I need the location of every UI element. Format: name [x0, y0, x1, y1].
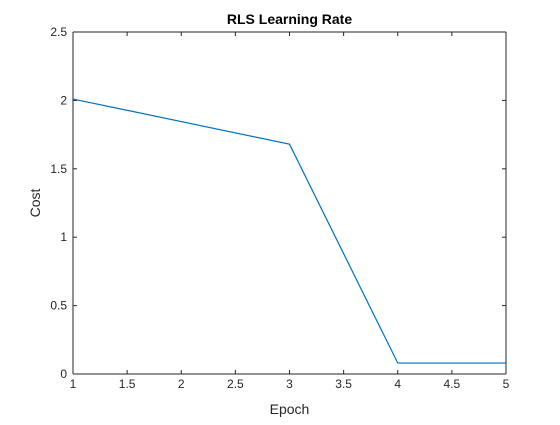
x-tick-label: 1 [70, 377, 77, 391]
x-tick-label: 3 [286, 377, 293, 391]
ticks-layer: 1 1.5 2 2.5 3 3.5 4 4.5 5 0 0.5 1 1.5 2 2.5 [50, 25, 509, 391]
x-tick-label: 5 [503, 377, 510, 391]
x-tick-label: 4 [394, 377, 401, 391]
y-tick-label: 1 [60, 230, 67, 244]
x-tick-label: 1.5 [119, 377, 136, 391]
y-tick-label: 0.5 [50, 299, 67, 313]
y-tick-label: 2 [60, 93, 67, 107]
y-tick-label: 2.5 [50, 25, 67, 39]
x-tick-label: 2.5 [227, 377, 244, 391]
plot-area [73, 32, 506, 374]
x-tick-label: 3.5 [335, 377, 352, 391]
series-layer [72, 98, 506, 364]
y-tick-label: 1.5 [50, 162, 67, 176]
series-line [72, 98, 506, 364]
x-tick-label: 2 [178, 377, 185, 391]
chart-title: RLS Learning Rate [227, 11, 352, 27]
x-axis-label: Epoch [270, 401, 310, 417]
x-tick-label: 4.5 [444, 377, 461, 391]
y-axis-label: Cost [27, 189, 43, 218]
y-tick-label: 0 [60, 367, 67, 381]
